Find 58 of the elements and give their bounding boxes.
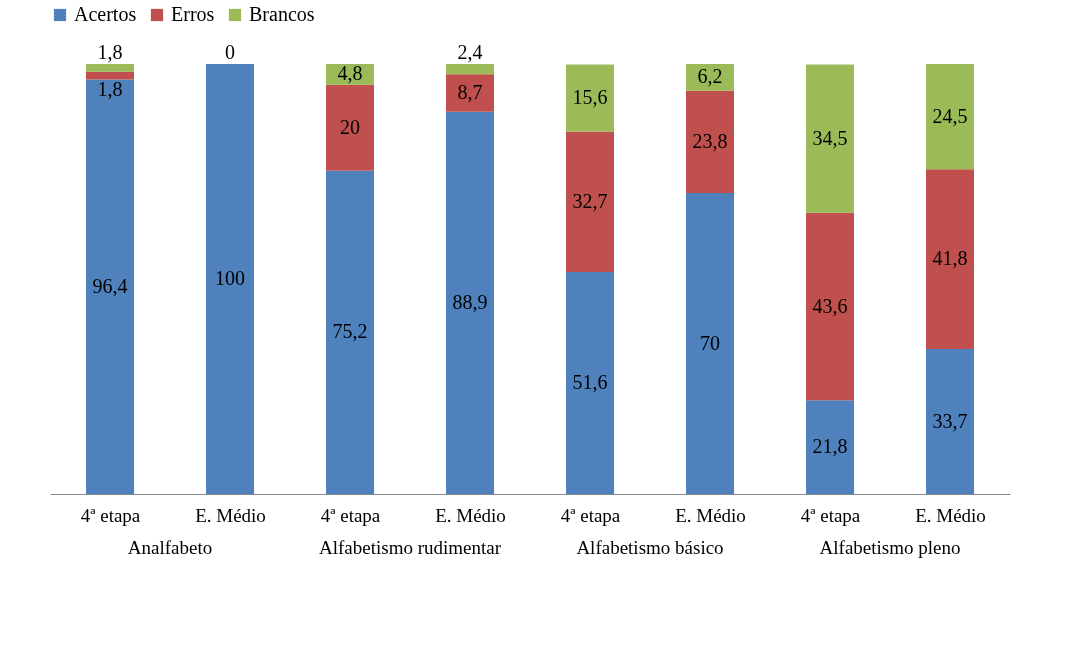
data-label: 34,5 (812, 126, 848, 149)
data-label: 6,2 (697, 65, 723, 88)
bar (566, 131, 614, 273)
x-tick-label: 4ª etapa (80, 504, 141, 526)
data-label: 96,4 (92, 274, 128, 297)
text: Alfabetismo básico (576, 537, 724, 558)
x-tick-label: E. Médio (195, 504, 266, 526)
bar (326, 84, 374, 171)
data-label: 24,5 (932, 104, 968, 127)
data-label: 32,7 (572, 189, 608, 212)
bar (926, 349, 974, 494)
x-tick-label: 4ª etapa (320, 504, 381, 526)
x-tick-label: E. Médio (675, 504, 746, 526)
bar (566, 272, 614, 494)
data-label: 2,4 (457, 41, 483, 64)
data-label: 20 (340, 115, 360, 138)
x-tick-label: E. Médio (435, 504, 506, 526)
legend-label: Acertos (74, 3, 137, 25)
bar (86, 79, 134, 494)
bar (446, 111, 494, 494)
bar (86, 71, 134, 80)
bar (806, 400, 854, 494)
data-label: 0 (225, 41, 235, 64)
bar (686, 193, 734, 494)
data-label: 100 (215, 267, 245, 289)
data-label: 1,8 (97, 78, 123, 101)
data-label: 23,8 (692, 129, 728, 152)
data-label: 43,6 (812, 294, 848, 317)
text: Analfabeto (127, 537, 213, 558)
bar (86, 64, 134, 72)
data-label: 75,2 (332, 320, 368, 343)
bar (326, 170, 374, 494)
data-label: 70 (700, 331, 720, 354)
x-tick-label: E. Médio (915, 504, 986, 526)
bar (926, 64, 974, 170)
data-label: 88,9 (452, 290, 488, 313)
legend-label: Erros (171, 3, 215, 25)
bar (806, 212, 854, 401)
bar (566, 64, 614, 132)
data-label: 4,8 (337, 62, 363, 85)
legend-label: Brancos (249, 3, 315, 25)
data-label: 41,8 (932, 247, 968, 270)
x-tick-label: 4ª etapa (560, 504, 621, 526)
bar (806, 64, 854, 213)
data-label: 21,8 (812, 435, 848, 458)
bar (686, 90, 734, 193)
bar (446, 64, 494, 75)
x-tick-label: 4ª etapa (800, 504, 861, 526)
data-label: 33,7 (932, 409, 968, 432)
text: Alfabetismo rudimentar (318, 537, 502, 558)
data-label: 8,7 (457, 81, 483, 104)
text: Alfabetismo pleno (819, 537, 961, 558)
data-label: 1,8 (97, 41, 123, 64)
data-label: 51,6 (572, 371, 608, 394)
bar (446, 74, 494, 112)
bar (206, 64, 254, 494)
data-label: 15,6 (572, 85, 608, 108)
bar (926, 169, 974, 350)
